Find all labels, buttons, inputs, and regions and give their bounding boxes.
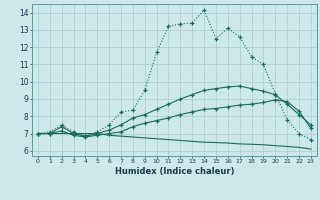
X-axis label: Humidex (Indice chaleur): Humidex (Indice chaleur) xyxy=(115,167,234,176)
